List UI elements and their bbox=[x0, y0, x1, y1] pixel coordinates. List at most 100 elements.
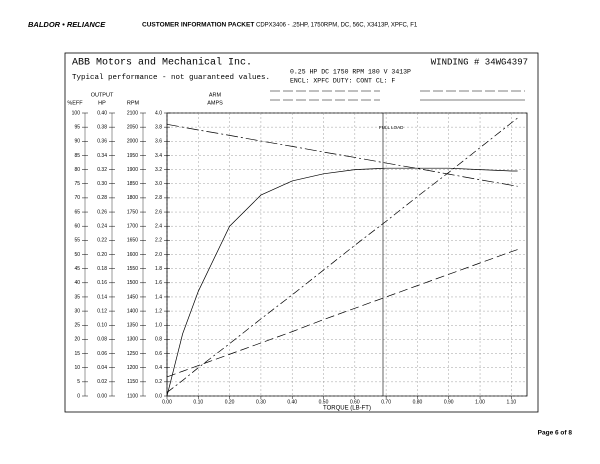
y-axis-title: HP bbox=[98, 100, 106, 106]
y-tick-label: 0.30 bbox=[97, 181, 107, 187]
y-tick-label: 1.4 bbox=[155, 294, 162, 300]
y-tick-label: 3.0 bbox=[155, 181, 162, 187]
note: Typical performance - not guaranteed val… bbox=[72, 74, 270, 82]
y-tick-label: 2050 bbox=[127, 124, 138, 130]
header-subtitle: CDPX3406 - .25HP, 1750RPM, DC, 56C, X341… bbox=[256, 23, 418, 29]
y-tick-label: 40 bbox=[74, 280, 80, 286]
y-tick-label: 2.2 bbox=[155, 238, 162, 244]
x-tick-label: 0.80 bbox=[413, 399, 423, 405]
y-tick-label: 1650 bbox=[127, 238, 138, 244]
y-axis-title: OUTPUT bbox=[91, 92, 114, 98]
y-tick-label: 3.4 bbox=[155, 153, 162, 159]
y-tick-label: 1.0 bbox=[155, 323, 162, 329]
y-tick-label: 0.38 bbox=[97, 124, 107, 130]
y-tick-label: 0.14 bbox=[97, 294, 107, 300]
y-tick-label: 2.8 bbox=[155, 195, 162, 201]
y-tick-label: 1750 bbox=[127, 209, 138, 215]
y-tick-label: 5 bbox=[77, 379, 80, 385]
logo: BALDOR • RELIANCE bbox=[28, 20, 106, 29]
y-tick-label: 2.0 bbox=[155, 252, 162, 258]
y-tick-label: 1350 bbox=[127, 323, 138, 329]
y-tick-label: 0.28 bbox=[97, 195, 107, 201]
y-tick-label: 1300 bbox=[127, 337, 138, 343]
y-tick-label: 2000 bbox=[127, 139, 138, 145]
y-tick-label: 0.02 bbox=[97, 379, 107, 385]
x-tick-label: 0.00 bbox=[162, 399, 172, 405]
y-tick-label: 3.2 bbox=[155, 167, 162, 173]
x-tick-label: 0.30 bbox=[256, 399, 266, 405]
page-number: Page 6 of 8 bbox=[538, 430, 573, 437]
y-tick-label: 1600 bbox=[127, 252, 138, 258]
y-tick-label: 1.6 bbox=[155, 280, 162, 286]
x-tick-label: 0.60 bbox=[350, 399, 360, 405]
series-line bbox=[166, 117, 518, 393]
y-tick-label: 1900 bbox=[127, 167, 138, 173]
y-tick-label: 1.2 bbox=[155, 308, 162, 314]
spec-line: 0.25 HP DC 1750 RPM 180 V 3413P bbox=[290, 69, 411, 76]
y-tick-label: 45 bbox=[74, 266, 80, 272]
x-tick-label: 0.50 bbox=[319, 399, 329, 405]
y-tick-label: 0.12 bbox=[97, 308, 107, 314]
y-tick-label: 0.4 bbox=[155, 365, 162, 371]
y-tick-label: 100 bbox=[72, 110, 81, 116]
x-tick-label: 1.10 bbox=[506, 399, 516, 405]
y-tick-label: 1150 bbox=[127, 379, 138, 385]
y-tick-label: 30 bbox=[74, 308, 80, 314]
y-tick-label: 75 bbox=[74, 181, 80, 187]
y-tick-label: 3.8 bbox=[155, 124, 162, 130]
y-tick-label: 1250 bbox=[127, 351, 138, 357]
form-lines bbox=[270, 90, 525, 101]
y-tick-label: 2.4 bbox=[155, 224, 162, 230]
winding: WINDING # 34WG4397 bbox=[431, 57, 528, 67]
y-tick-label: 1100 bbox=[127, 393, 138, 399]
x-tick-label: 0.10 bbox=[193, 399, 203, 405]
y-tick-label: 1800 bbox=[127, 195, 138, 201]
y-tick-label: 0.6 bbox=[155, 351, 162, 357]
y-tick-label: 10 bbox=[74, 365, 80, 371]
y-tick-label: 0.16 bbox=[97, 280, 107, 286]
y-tick-label: 1550 bbox=[127, 266, 138, 272]
y-tick-label: 0.34 bbox=[97, 153, 107, 159]
x-tick-label: 0.40 bbox=[287, 399, 297, 405]
y-tick-label: 20 bbox=[74, 337, 80, 343]
y-tick-label: 1.8 bbox=[155, 266, 162, 272]
y-tick-label: 1200 bbox=[127, 365, 138, 371]
y-tick-label: 15 bbox=[74, 351, 80, 357]
y-tick-label: 1500 bbox=[127, 280, 138, 286]
y-tick-label: 0 bbox=[77, 393, 80, 399]
y-tick-label: 1700 bbox=[127, 224, 138, 230]
y-tick-label: 3.6 bbox=[155, 139, 162, 145]
y-tick-label: 0.00 bbox=[97, 393, 107, 399]
y-tick-label: 60 bbox=[74, 224, 80, 230]
y-tick-label: 0.22 bbox=[97, 238, 107, 244]
y-axis-title: %EFF bbox=[67, 100, 83, 106]
y-tick-label: 25 bbox=[74, 323, 80, 329]
y-tick-label: 0.2 bbox=[155, 379, 162, 385]
y-tick-label: 2.6 bbox=[155, 209, 162, 215]
y-axis-title: ARM bbox=[209, 92, 222, 98]
y-tick-label: 80 bbox=[74, 167, 80, 173]
y-tick-label: 55 bbox=[74, 238, 80, 244]
y-tick-label: 0.40 bbox=[97, 110, 107, 116]
x-axis-label: TORQUE (LB-FT) bbox=[323, 406, 371, 412]
y-tick-label: 0.32 bbox=[97, 167, 107, 173]
x-tick-label: 0.90 bbox=[444, 399, 454, 405]
y-tick-label: 2100 bbox=[127, 110, 138, 116]
y-tick-label: 85 bbox=[74, 153, 80, 159]
y-tick-label: 0.36 bbox=[97, 139, 107, 145]
y-tick-label: 0.06 bbox=[97, 351, 107, 357]
full-load-label: FULL LOAD bbox=[379, 125, 404, 130]
x-tick-label: 0.20 bbox=[225, 399, 235, 405]
y-tick-label: 50 bbox=[74, 252, 80, 258]
y-axis-title: AMPS bbox=[207, 100, 223, 106]
y-tick-label: 0.26 bbox=[97, 209, 107, 215]
y-tick-label: 0.8 bbox=[155, 337, 162, 343]
chart-frame bbox=[64, 52, 539, 413]
x-tick-label: 0.70 bbox=[381, 399, 391, 405]
company: ABB Motors and Mechanical Inc. bbox=[72, 57, 252, 69]
y-tick-label: 0.18 bbox=[97, 266, 107, 272]
y-axis-title: RPM bbox=[127, 100, 140, 106]
series-line bbox=[166, 167, 518, 397]
